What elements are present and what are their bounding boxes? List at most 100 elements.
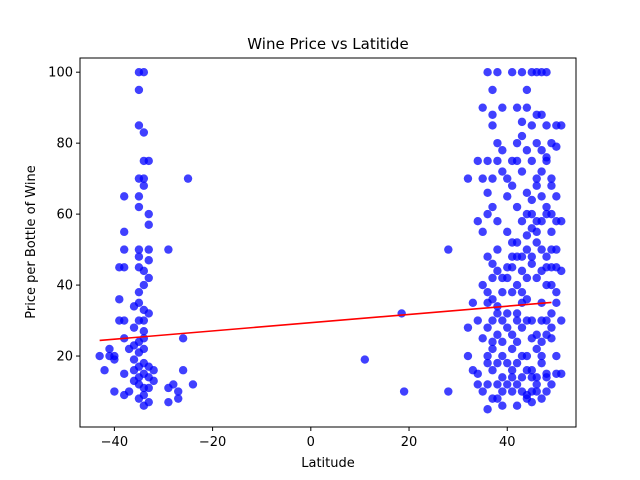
data-point	[105, 344, 114, 354]
data-point	[517, 287, 527, 297]
data-point	[522, 316, 532, 325]
data-point	[488, 337, 497, 347]
data-point	[517, 67, 527, 77]
data-point	[547, 323, 556, 332]
data-point	[144, 220, 153, 229]
data-point	[547, 245, 556, 254]
data-point	[507, 387, 517, 396]
data-point	[115, 295, 124, 304]
data-point	[507, 366, 517, 375]
data-point	[532, 373, 541, 382]
data-point	[488, 344, 497, 354]
data-point	[522, 273, 532, 283]
data-point	[473, 217, 482, 226]
data-point	[522, 103, 532, 112]
data-point	[120, 316, 129, 325]
data-point	[517, 351, 527, 361]
data-point	[493, 330, 502, 339]
data-point	[503, 309, 512, 318]
data-point	[512, 202, 522, 212]
data-point	[498, 287, 507, 297]
data-point	[144, 309, 153, 318]
data-point	[144, 245, 153, 254]
data-point	[134, 174, 144, 183]
data-point	[522, 366, 532, 375]
data-point	[139, 181, 149, 190]
data-point	[517, 167, 527, 176]
data-point	[557, 316, 566, 325]
data-point	[488, 259, 497, 268]
y-tick-label: 20	[56, 350, 73, 365]
data-point	[537, 394, 546, 403]
data-point	[527, 259, 536, 268]
data-point	[124, 344, 134, 354]
y-tick-label: 80	[56, 137, 73, 152]
data-point	[397, 309, 406, 318]
data-point	[144, 156, 153, 166]
data-point	[552, 298, 561, 308]
data-point	[517, 217, 527, 226]
data-point	[503, 273, 512, 283]
data-point	[522, 188, 532, 198]
data-point	[542, 280, 551, 290]
data-point	[517, 387, 527, 396]
data-point	[178, 366, 188, 375]
data-point	[399, 387, 409, 396]
data-point	[483, 252, 492, 261]
data-point	[139, 280, 149, 290]
data-point	[527, 195, 536, 205]
data-point	[473, 316, 482, 325]
data-point	[512, 138, 522, 148]
data-point	[120, 263, 129, 272]
data-point	[134, 67, 144, 77]
data-point	[522, 231, 532, 240]
data-point	[134, 348, 144, 357]
data-point	[134, 252, 144, 261]
x-tick-label: −20	[199, 435, 226, 450]
data-point	[139, 401, 149, 410]
data-point	[498, 387, 507, 396]
data-point	[144, 256, 153, 265]
data-point	[493, 67, 502, 77]
data-point	[557, 217, 566, 226]
data-point	[129, 302, 139, 311]
data-point	[537, 192, 546, 201]
data-point	[493, 217, 502, 226]
data-point	[483, 156, 492, 166]
data-point	[507, 373, 517, 382]
data-point	[444, 245, 453, 254]
data-point	[174, 394, 183, 403]
x-tick-label: −40	[101, 435, 128, 450]
y-tick-label: 40	[56, 279, 73, 294]
data-point	[507, 67, 517, 77]
data-point	[547, 174, 556, 183]
data-point	[164, 245, 173, 254]
data-point	[488, 174, 497, 183]
data-point	[498, 146, 507, 155]
data-point	[100, 366, 109, 375]
data-point	[532, 138, 541, 148]
data-point	[522, 245, 532, 254]
data-point	[129, 355, 139, 364]
plot-area-frame	[79, 57, 577, 428]
data-point	[557, 121, 566, 130]
data-point	[493, 394, 502, 403]
data-point	[110, 387, 119, 396]
data-point	[478, 103, 487, 112]
y-tick-label: 100	[48, 66, 73, 81]
data-point	[134, 192, 144, 201]
data-point	[512, 238, 522, 247]
regression-line	[99, 301, 552, 342]
data-point	[120, 245, 129, 254]
data-point	[463, 351, 473, 361]
scatter-points	[95, 67, 566, 414]
data-point	[542, 330, 551, 339]
data-point	[129, 366, 139, 375]
x-tick-label: 0	[307, 435, 315, 450]
data-point	[542, 153, 551, 162]
regression-line-segment	[99, 301, 552, 342]
data-point	[498, 373, 507, 382]
data-point	[463, 174, 473, 183]
data-point	[512, 103, 522, 112]
data-point	[478, 174, 487, 183]
